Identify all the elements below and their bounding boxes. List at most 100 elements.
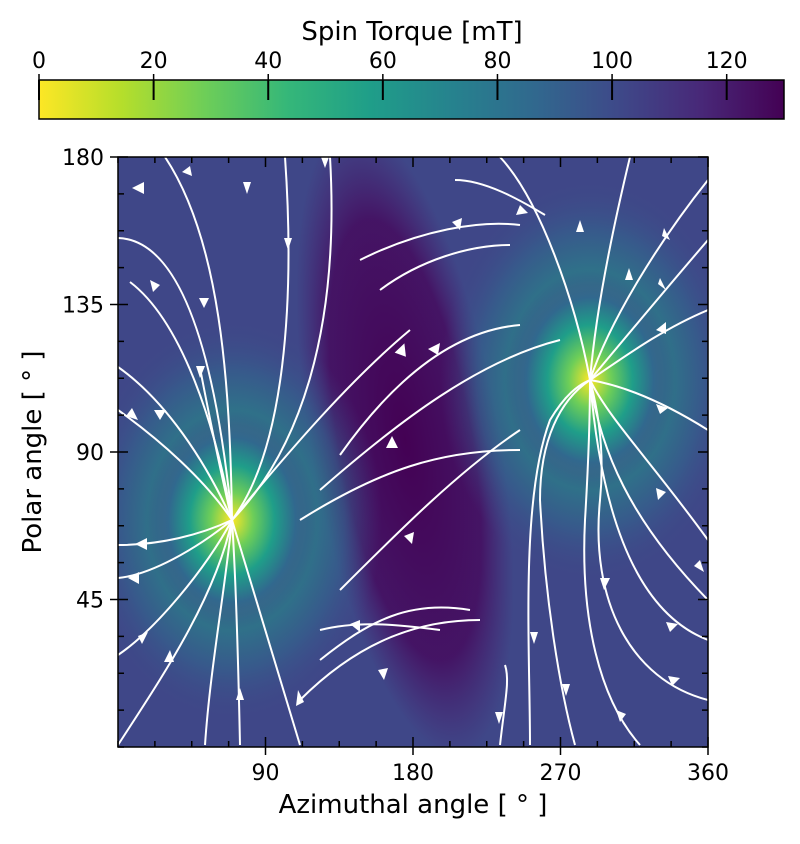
streamline xyxy=(299,619,481,701)
arrow-mark xyxy=(625,268,633,280)
streamline xyxy=(454,179,546,216)
colorbar-tick-label: 0 xyxy=(32,49,46,74)
arrow-mark xyxy=(656,488,666,500)
streamline xyxy=(129,281,233,521)
arrow-mark xyxy=(243,182,251,194)
streamlines xyxy=(118,157,708,746)
streamline xyxy=(231,519,241,746)
y-tick-label: 45 xyxy=(76,589,104,614)
arrow-mark xyxy=(138,632,148,644)
arrow-mark xyxy=(378,668,388,680)
streamline xyxy=(538,379,591,746)
arrow-mark xyxy=(394,343,406,357)
streamline xyxy=(319,623,441,631)
arrow-mark xyxy=(350,620,360,632)
arrow-mark xyxy=(530,632,538,644)
streamline xyxy=(589,379,708,431)
arrow-mark xyxy=(495,712,503,724)
arrow-mark xyxy=(150,280,160,292)
streamline xyxy=(589,239,708,381)
streamline xyxy=(118,366,233,521)
arrow-mark xyxy=(600,578,610,590)
streamline-arrows xyxy=(126,157,704,724)
streamline xyxy=(589,379,708,601)
arrow-mark xyxy=(668,676,680,686)
colorbar-tick-labels: 0 20 40 60 80 100 120 xyxy=(32,49,748,74)
arrow-mark xyxy=(666,622,678,632)
colorbar-label: Spin Torque [mT] xyxy=(301,17,522,47)
y-tick-labels: 45 90 135 180 xyxy=(62,146,104,614)
streamline xyxy=(499,157,591,381)
streamline xyxy=(379,244,511,291)
x-tick-labels: 90 180 270 360 xyxy=(252,761,730,786)
streamline xyxy=(231,157,290,521)
streamline xyxy=(339,429,521,591)
arrow-mark xyxy=(662,228,670,240)
streamline xyxy=(359,222,521,261)
arrow-mark xyxy=(386,436,398,448)
arrow-mark xyxy=(296,690,304,706)
streamline xyxy=(589,309,708,381)
streamline xyxy=(118,409,233,521)
arrow-mark xyxy=(428,343,440,355)
streamline xyxy=(339,324,521,456)
colorbar-tick-label: 40 xyxy=(254,49,282,74)
colorbar-tick-label: 100 xyxy=(591,49,633,74)
arrow-mark xyxy=(516,205,528,215)
x-tick-label: 180 xyxy=(392,761,434,786)
axis-ticks xyxy=(110,156,709,755)
y-tick-label: 135 xyxy=(62,294,104,319)
streamline xyxy=(118,519,233,579)
streamline xyxy=(231,329,411,521)
arrow-mark xyxy=(452,218,462,230)
arrow-mark xyxy=(656,404,668,414)
arrow-mark xyxy=(126,408,138,420)
streamline xyxy=(589,157,631,381)
y-tick-label: 90 xyxy=(76,441,104,466)
arrow-mark xyxy=(616,710,626,722)
arrow-mark xyxy=(128,572,139,584)
arrow-mark xyxy=(236,688,244,700)
arrow-mark xyxy=(404,532,414,544)
streamline xyxy=(319,606,471,661)
streamline xyxy=(589,379,708,541)
x-tick-label: 360 xyxy=(687,761,729,786)
arrow-mark xyxy=(182,166,192,176)
heatmap-plot xyxy=(118,157,708,747)
x-axis-label: Azimuthal angle [ ° ] xyxy=(279,790,548,820)
arrow-mark xyxy=(321,157,329,168)
streamline xyxy=(118,519,233,546)
streamline xyxy=(164,157,233,521)
arrow-mark xyxy=(576,220,584,232)
arrow-mark xyxy=(196,366,205,378)
arrow-mark xyxy=(284,238,292,250)
streamline xyxy=(589,379,708,641)
arrow-mark xyxy=(656,322,666,334)
streamline xyxy=(589,379,708,701)
streamline xyxy=(583,379,641,746)
arrow-mark xyxy=(164,650,174,662)
x-tick-label: 90 xyxy=(252,761,280,786)
colorbar-tick-label: 20 xyxy=(140,49,168,74)
arrow-mark xyxy=(154,410,166,420)
y-tick-label: 180 xyxy=(62,146,104,171)
arrow-mark xyxy=(132,182,144,194)
arrow-mark xyxy=(135,538,147,550)
streamline xyxy=(589,179,708,381)
streamline xyxy=(319,339,561,491)
x-tick-label: 270 xyxy=(540,761,582,786)
streamline xyxy=(231,519,301,746)
colorbar xyxy=(38,79,785,120)
colorbar-ticks xyxy=(38,74,728,100)
colorbar-tick-label: 60 xyxy=(369,49,397,74)
streamline xyxy=(118,519,233,656)
y-axis-label: Polar angle [ ° ] xyxy=(18,351,48,554)
arrow-mark xyxy=(199,298,209,308)
streamline xyxy=(118,519,233,746)
streamline xyxy=(199,367,233,521)
streamline xyxy=(499,664,509,746)
streamline xyxy=(204,519,233,746)
colorbar-tick-label: 80 xyxy=(483,49,511,74)
arrow-mark xyxy=(562,684,570,696)
